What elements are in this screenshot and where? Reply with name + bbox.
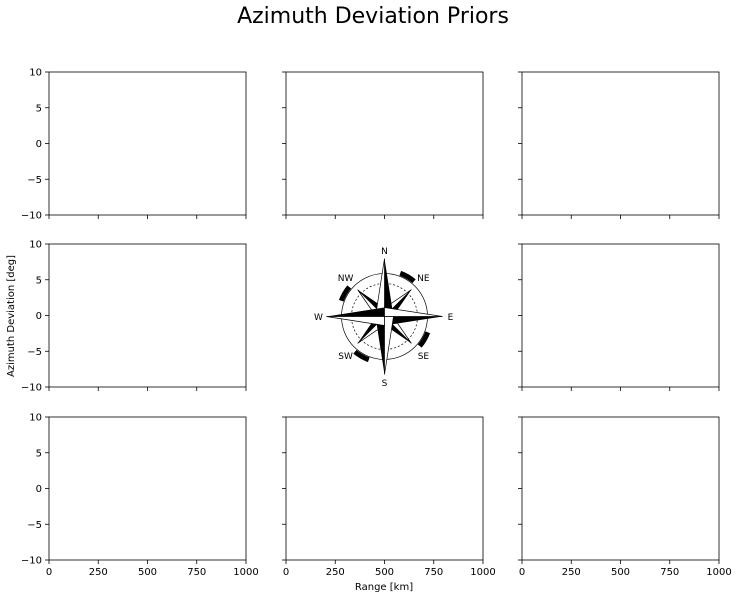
compass-label-nw: NW bbox=[338, 274, 354, 284]
x-tick-label: 0 bbox=[283, 567, 289, 578]
compass-point-major-light bbox=[384, 307, 443, 317]
panel-r1-c1: 10 5 0 −5 −10 bbox=[21, 68, 247, 222]
compass-point-major-dark bbox=[326, 307, 385, 317]
y-tick-label: −5 bbox=[27, 520, 42, 531]
y-tick-label: 10 bbox=[29, 413, 42, 424]
x-tick-label: 0 bbox=[519, 567, 525, 578]
panel-r3-c2: 0 250 500 750 1000 bbox=[282, 416, 496, 578]
panel-r3-c1: 10 5 0 −5 −10 0 250 500 750 1000 bbox=[21, 413, 259, 579]
x-tick-label: 1000 bbox=[706, 567, 731, 578]
panel-frame bbox=[48, 71, 247, 216]
panel-frame bbox=[48, 416, 247, 561]
panel-frame bbox=[521, 243, 720, 388]
compass-point-major-light bbox=[326, 316, 385, 326]
y-tick-label: −5 bbox=[27, 347, 42, 358]
compass-point-major-light bbox=[384, 316, 394, 375]
y-axis-label: Azimuth Deviation [deg] bbox=[6, 255, 17, 377]
panel-r1-c3 bbox=[518, 71, 720, 219]
panel-r2-c1: 10 5 0 −5 −10 bbox=[21, 240, 247, 394]
panel-grid: 10 5 0 −5 −10 10 5 0 −5 −10 N NE E SE S SW W NW 10 5 0 −5 −10 0… bbox=[21, 68, 732, 579]
y-tick-label: 0 bbox=[36, 139, 42, 150]
compass-point-major-dark bbox=[384, 258, 394, 317]
x-tick-label: 250 bbox=[89, 567, 108, 578]
y-tick-label: −10 bbox=[21, 383, 42, 394]
y-tick-label: 10 bbox=[29, 68, 42, 79]
compass-rose: N NE E SE S SW W NW bbox=[314, 247, 454, 389]
compass-arc bbox=[338, 285, 352, 302]
y-tick-label: 0 bbox=[36, 311, 42, 322]
x-tick-label: 1000 bbox=[470, 567, 495, 578]
compass-point-major-dark bbox=[384, 316, 443, 326]
figure-title: Azimuth Deviation Priors bbox=[237, 4, 509, 29]
x-tick-label: 750 bbox=[424, 567, 443, 578]
compass-label-se: SE bbox=[418, 352, 430, 362]
panel-r2-c3 bbox=[518, 243, 720, 391]
y-tick-label: 0 bbox=[36, 484, 42, 495]
panel-frame bbox=[521, 416, 720, 561]
panel-r3-c3: 0 250 500 750 1000 bbox=[518, 416, 732, 578]
compass-label-w: W bbox=[314, 313, 323, 323]
panel-r2-c2: N NE E SE S SW W NW bbox=[314, 247, 454, 389]
panel-r1-c2 bbox=[282, 71, 484, 219]
compass-label-e: E bbox=[448, 313, 454, 323]
y-tick-label: −10 bbox=[21, 211, 42, 222]
y-tick-label: −10 bbox=[21, 556, 42, 567]
compass-label-n: N bbox=[381, 247, 388, 257]
compass-point-major-dark bbox=[375, 316, 385, 375]
compass-arc bbox=[399, 270, 416, 284]
compass-label-ne: NE bbox=[417, 274, 430, 284]
y-tick-label: 5 bbox=[36, 275, 42, 286]
panel-frame bbox=[285, 416, 484, 561]
x-tick-label: 500 bbox=[375, 567, 394, 578]
compass-label-sw: SW bbox=[338, 352, 353, 362]
x-tick-label: 0 bbox=[46, 567, 52, 578]
compass-arc bbox=[417, 331, 431, 348]
y-tick-label: 10 bbox=[29, 240, 42, 251]
x-tick-label: 500 bbox=[611, 567, 630, 578]
panel-frame bbox=[48, 243, 247, 388]
panel-frame bbox=[521, 71, 720, 216]
x-tick-label: 250 bbox=[562, 567, 581, 578]
compass-label-s: S bbox=[382, 379, 388, 389]
x-tick-label: 1000 bbox=[233, 567, 258, 578]
y-tick-label: −5 bbox=[27, 175, 42, 186]
y-tick-label: 5 bbox=[36, 103, 42, 114]
x-tick-label: 750 bbox=[187, 567, 206, 578]
x-tick-label: 250 bbox=[326, 567, 345, 578]
panel-frame bbox=[285, 71, 484, 216]
x-tick-label: 750 bbox=[660, 567, 679, 578]
compass-arc bbox=[353, 349, 370, 363]
x-axis-label: Range [km] bbox=[355, 582, 413, 593]
x-tick-label: 500 bbox=[138, 567, 157, 578]
y-tick-label: 5 bbox=[36, 448, 42, 459]
